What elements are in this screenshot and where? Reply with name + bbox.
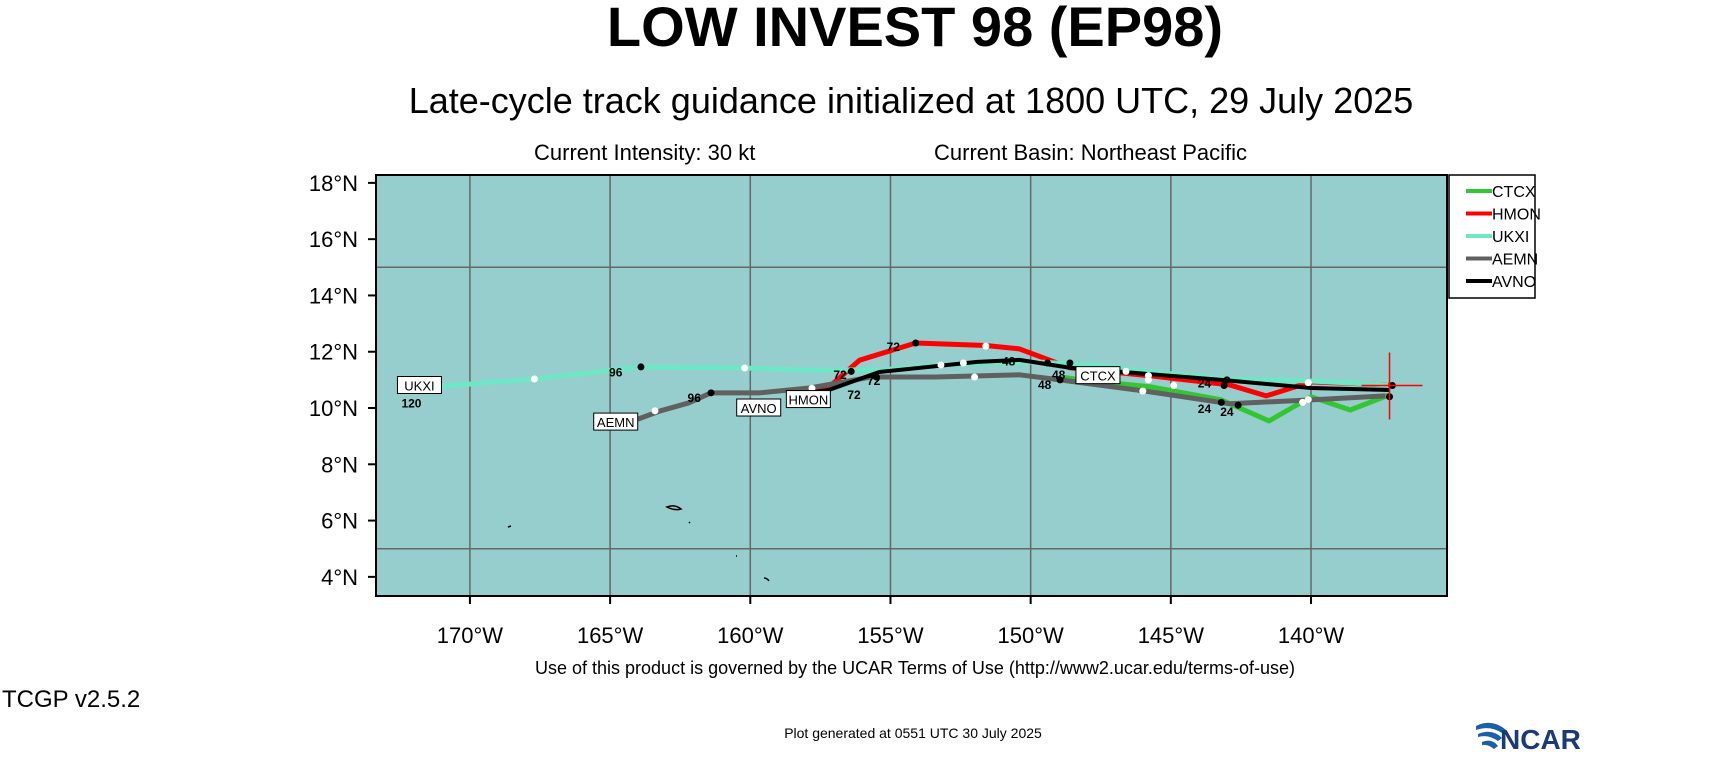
x-axis-ticks: 170°W 165°W 160°W 155°W 150°W 145°W 140°W <box>437 596 1345 648</box>
grid-lines <box>376 175 1447 596</box>
track-label-box <box>396 376 442 394</box>
track-labels: CTCX HMON UKXI AEMN AVNO <box>396 366 1121 431</box>
island <box>763 577 770 582</box>
forecast-point-marker <box>1304 396 1312 404</box>
x-tick-label: 155°W <box>857 623 924 648</box>
track-label-box <box>736 398 782 417</box>
ncar-logo: NCAR <box>1474 712 1722 755</box>
forecast-point-marker <box>1139 387 1147 395</box>
y-tick-label: 4°N <box>321 565 358 590</box>
x-tick-label: 160°W <box>717 623 784 648</box>
legend-label-ukxi: UKXI <box>1492 229 1529 246</box>
track-aemn <box>628 372 1386 425</box>
forecast-point-marker <box>1299 398 1307 406</box>
y-tick-label: 16°N <box>309 227 358 252</box>
legend-label-aemn: AEMN <box>1492 252 1538 269</box>
forecast-markers <box>530 339 1396 415</box>
terms-of-use: Use of this product is governed by the U… <box>535 658 1295 678</box>
island <box>665 505 683 511</box>
forecast-hour-label: 96 <box>609 365 623 379</box>
generated-time: Plot generated at 0551 UTC 30 July 2025 <box>784 725 1042 741</box>
plot-frame <box>375 174 1448 597</box>
track-label-avno: AVNO <box>741 401 777 416</box>
forecast-point-marker <box>937 361 945 369</box>
forecast-point-marker <box>847 367 855 375</box>
version-label: TCGP v2.5.2 <box>2 686 141 713</box>
x-tick-label: 140°W <box>1278 623 1345 648</box>
forecast-point-marker <box>1043 359 1051 367</box>
forecast-hour-label: 72 <box>887 340 901 354</box>
y-tick-label: 18°N <box>309 171 358 196</box>
current-intensity: Current Intensity: 30 kt <box>534 140 756 165</box>
forecast-point-marker <box>1220 382 1228 389</box>
x-tick-label: 165°W <box>577 623 644 648</box>
forecast-hour-label: 48 <box>1038 378 1052 392</box>
forecast-point-marker <box>1170 382 1178 389</box>
forecast-point-marker <box>959 359 967 367</box>
forecast-point-marker <box>1304 379 1312 387</box>
chart-subtitle: Late-cycle track guidance initialized at… <box>408 80 1414 121</box>
islands <box>507 505 770 582</box>
forecast-hour-label: 96 <box>688 391 702 405</box>
legend: CTCX HMON UKXI AEMN AVNO <box>1448 174 1541 299</box>
track-label-box <box>1075 366 1121 385</box>
forecast-hour-label: 72 <box>833 368 847 382</box>
forecast-point-marker <box>741 364 749 372</box>
forecast-point-marker <box>982 342 990 350</box>
forecast-point-marker <box>1056 376 1064 384</box>
x-tick-label: 170°W <box>437 623 504 648</box>
island <box>688 521 691 524</box>
forecast-point-marker <box>651 407 659 415</box>
legend-label-ctcx: CTCX <box>1492 184 1536 201</box>
track-label-aemn: AEMN <box>597 415 635 430</box>
island <box>507 525 512 528</box>
forecast-hour-label: 24 <box>1198 402 1212 416</box>
current-basin: Current Basin: Northeast Pacific <box>934 140 1248 165</box>
forecast-point-marker <box>707 389 715 397</box>
legend-label-hmon: HMON <box>1492 207 1541 224</box>
forecast-hour-label: 24 <box>1198 377 1212 391</box>
x-tick-label: 150°W <box>998 623 1065 648</box>
y-tick-label: 8°N <box>321 452 358 477</box>
forecast-hour-label: 120 <box>401 397 421 411</box>
forecast-hour-label: 72 <box>867 374 881 388</box>
forecast-point-marker <box>1223 376 1231 384</box>
forecast-point-marker <box>872 373 880 381</box>
chart-title: LOW INVEST 98 (EP98) <box>606 0 1224 58</box>
forecast-point-marker <box>971 373 979 381</box>
forecast-hour-label: 48 <box>1002 354 1016 368</box>
track-avno <box>797 357 1390 396</box>
forecast-hour-label: 48 <box>1052 368 1066 382</box>
track-label-ctcx: CTCX <box>1080 369 1116 384</box>
x-tick-label: 145°W <box>1138 623 1205 648</box>
ncar-logo-text: NCAR <box>1500 724 1581 752</box>
current-position-marker <box>1361 352 1423 420</box>
y-tick-label: 14°N <box>309 283 358 308</box>
y-axis-ticks: 18°N 16°N 14°N 12°N 10°N 8°N 6°N 4°N <box>309 171 376 590</box>
forecast-point-marker <box>1217 398 1225 406</box>
tracks <box>419 340 1391 425</box>
forecast-point-marker <box>808 384 816 392</box>
y-tick-label: 6°N <box>321 509 358 534</box>
forecast-point-marker <box>637 363 645 371</box>
track-label-hmon: HMON <box>788 393 828 408</box>
forecast-point-marker <box>530 375 538 383</box>
forecast-point-marker <box>1144 376 1152 384</box>
track-label-box <box>593 412 639 431</box>
forecast-point-marker <box>1234 401 1242 409</box>
legend-label-avno: AVNO <box>1492 274 1536 291</box>
forecast-point-marker <box>1066 359 1074 367</box>
forecast-point-marker <box>912 339 920 347</box>
forecast-hour-label: 72 <box>847 388 861 402</box>
y-tick-label: 12°N <box>309 340 358 365</box>
track-hmon <box>808 340 1390 399</box>
forecast-hour-label: 24 <box>1220 405 1234 419</box>
track-label-box <box>785 390 831 409</box>
forecast-point-marker <box>1122 367 1130 375</box>
track-label-ukxi: UKXI <box>404 379 434 394</box>
y-tick-label: 10°N <box>309 396 358 421</box>
